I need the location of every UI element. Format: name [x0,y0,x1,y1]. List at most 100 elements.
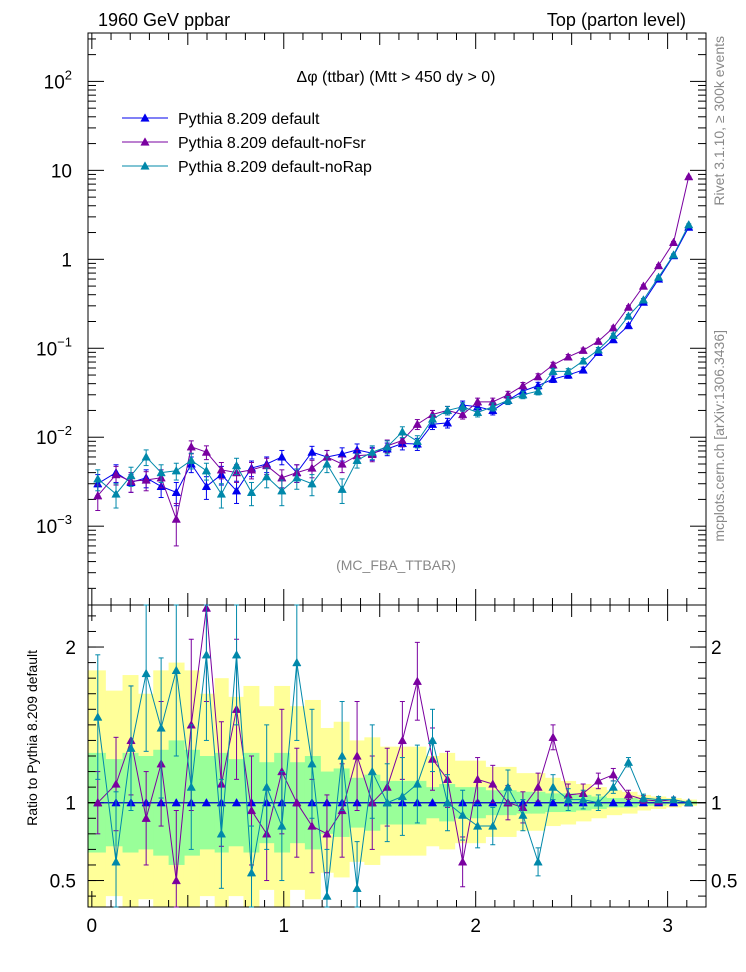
data-point-marker [518,380,528,390]
data-point-marker [352,455,362,464]
series-line [97,226,690,493]
y-tick-label: 10−2 [36,423,72,449]
data-point-marker [367,766,377,776]
data-point-marker [337,459,347,468]
data-point-marker [262,471,272,481]
data-point-marker [653,260,664,270]
data-point-marker [140,161,150,170]
data-point-marker [201,466,212,475]
data-point-marker [246,487,257,496]
data-point-marker [246,805,257,815]
data-point-marker [563,366,573,375]
data-point-marker [488,779,498,788]
x-tick-label: 2 [470,916,481,937]
data-point-marker [668,250,679,259]
data-point-marker [623,320,634,330]
data-point-marker [412,779,422,788]
data-point-marker [201,481,212,491]
data-point-marker [427,414,438,423]
data-point-marker [93,712,103,721]
data-point-marker [322,829,332,838]
data-point-marker [186,442,196,451]
header-right-text: Top (parton level) [547,10,686,30]
data-point-marker [111,469,121,479]
data-point-marker [638,793,649,802]
data-point-marker [427,797,438,807]
data-point-marker [472,407,483,417]
data-point-marker [608,334,618,344]
ratio-axes: 0 1 2 3 0.5 0.5 1 1 2 2 [50,605,737,937]
y-tick-label: 10−3 [36,512,72,538]
data-point-marker [93,474,103,483]
data-point-marker [171,797,181,807]
data-point-marker [563,794,573,804]
data-point-marker [472,397,483,406]
y-tick-label: 2 [65,638,76,659]
data-point-marker [608,330,618,339]
data-point-marker [533,386,543,395]
data-point-marker [458,402,468,411]
y-tick-label: 10−1 [36,334,72,360]
data-point-marker [337,484,347,493]
data-point-marker [307,447,317,456]
data-point-marker [593,776,603,785]
data-point-marker [322,459,332,468]
y-tick-label: 1 [61,250,72,271]
data-point-marker [563,352,573,361]
x-tick-label: 1 [278,916,289,937]
data-point-marker [623,302,634,311]
data-point-marker [397,427,407,436]
data-point-marker [262,782,272,791]
data-point-marker [216,489,227,498]
data-point-marker [352,751,362,760]
data-point-marker [548,797,558,807]
y-tick-label: 1 [65,794,76,815]
data-point-marker [668,237,679,246]
data-point-marker [307,759,317,768]
data-point-marker [186,782,196,791]
ratio-series-pythia-8-209-default-norap [93,604,694,908]
ratio-line [97,608,689,881]
data-point-marker [472,774,483,783]
data-point-marker [246,465,257,474]
data-point-marker [337,751,347,760]
data-point-marker [382,442,392,451]
legend-label: Pythia 8.209 default [178,111,320,128]
data-point-marker [307,463,317,472]
y-tick-label: 1 [711,794,722,815]
y-tick-label: 0.5 [711,872,737,893]
data-point-marker [307,821,317,830]
data-point-marker [141,452,151,461]
data-point-marker [518,390,528,399]
data-point-marker [201,797,212,807]
data-point-marker [458,857,468,866]
series-pythia-8-209-default-nofsr [93,171,694,547]
data-point-marker [216,829,227,838]
header-left-text: 1960 GeV ppbar [98,10,230,30]
y-tick-label: 2 [711,638,722,659]
data-point-marker [608,797,618,807]
legend-label: Pythia 8.209 default-noRap [178,159,372,176]
rivet-version-label: Rivet 3.1.10, ≥ 300k events [711,36,727,206]
data-point-marker [623,797,634,807]
data-point-marker [141,813,151,822]
data-point-marker [231,486,242,495]
data-point-marker [593,345,603,354]
series-line [97,224,690,495]
data-point-marker [111,857,121,866]
data-point-marker [352,883,362,892]
data-point-marker [608,769,618,779]
data-point-marker [231,460,242,470]
data-point-marker [684,171,694,181]
data-point-marker [111,489,121,498]
data-point-marker [578,356,588,365]
data-point-marker [427,735,438,745]
data-point-marker [488,402,498,411]
data-point-marker [548,732,558,741]
data-point-marker [397,791,407,801]
data-point-marker [503,782,513,791]
series-pythia-8-209-default-norap [93,219,694,509]
plot-title: Δφ (ttbar) (Mtt > 450 dy > 0) [297,69,496,86]
data-point-marker [488,821,498,830]
data-point-marker [397,735,407,745]
